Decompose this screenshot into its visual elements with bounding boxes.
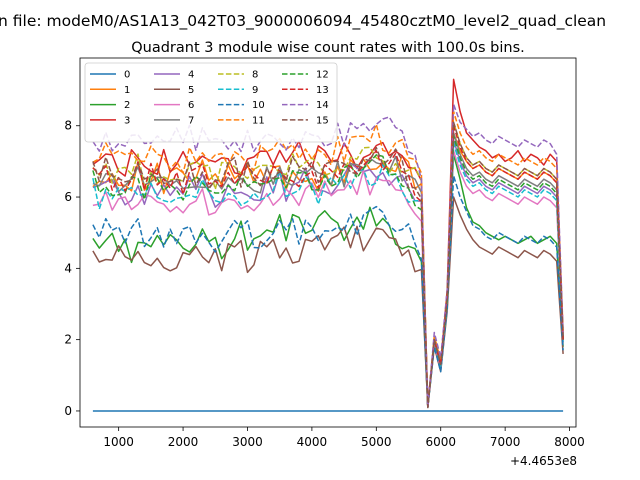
legend-label-13: 13 xyxy=(316,85,329,96)
legend-label-6: 6 xyxy=(188,100,194,111)
suptitle: n file: modeM0/AS1A13_042T03_9000006094_… xyxy=(0,12,606,31)
x-tick-label-6000: 6000 xyxy=(425,435,456,449)
x-tick-label-4000: 4000 xyxy=(297,435,328,449)
legend-label-2: 2 xyxy=(124,100,130,111)
legend-label-3: 3 xyxy=(124,115,130,126)
legend-label-15: 15 xyxy=(316,115,329,126)
x-tick-label-7000: 7000 xyxy=(490,435,521,449)
axes: 1000 2000 3000 4000 5000 6000 7000 8000 0 2 4 6 8 xyxy=(64,57,585,449)
legend-label-9: 9 xyxy=(252,85,258,96)
plot-area xyxy=(92,78,564,412)
x-tick-label-1000: 1000 xyxy=(103,435,134,449)
series-line-6 xyxy=(92,149,564,409)
y-tick-label-4: 4 xyxy=(64,261,72,275)
series-line-15 xyxy=(92,121,564,409)
chart-title: Quadrant 3 module wise count rates with … xyxy=(131,40,525,56)
legend-label-10: 10 xyxy=(252,100,265,111)
x-tick-label-3000: 3000 xyxy=(232,435,263,449)
series-line-2 xyxy=(92,153,564,409)
x-offset-label: +4.4653e8 xyxy=(510,454,577,468)
legend-box xyxy=(84,62,338,143)
series-line-4 xyxy=(92,139,564,409)
legend-label-8: 8 xyxy=(252,70,258,81)
series-line-10 xyxy=(92,174,564,409)
series-line-5 xyxy=(92,196,564,409)
x-tick-label-8000: 8000 xyxy=(554,435,585,449)
y-tick-label-2: 2 xyxy=(64,333,72,347)
series-line-13 xyxy=(92,124,564,409)
y-tick-label-6: 6 xyxy=(64,190,72,204)
x-tick-label-2000: 2000 xyxy=(168,435,199,449)
y-tick-label-8: 8 xyxy=(64,119,72,133)
series-line-11 xyxy=(92,110,564,409)
legend-label-14: 14 xyxy=(316,100,329,111)
legend-label-12: 12 xyxy=(316,70,329,81)
axes-frame xyxy=(79,57,577,428)
legend-label-7: 7 xyxy=(188,115,194,126)
legend-label-1: 1 xyxy=(124,85,130,96)
legend-label-4: 4 xyxy=(188,70,194,81)
legend-label-11: 11 xyxy=(252,115,265,126)
legend-label-5: 5 xyxy=(188,85,194,96)
series-line-3 xyxy=(92,78,564,405)
legend-label-0: 0 xyxy=(124,70,130,81)
y-tick-label-0: 0 xyxy=(64,404,72,418)
x-tick-label-5000: 5000 xyxy=(361,435,392,449)
